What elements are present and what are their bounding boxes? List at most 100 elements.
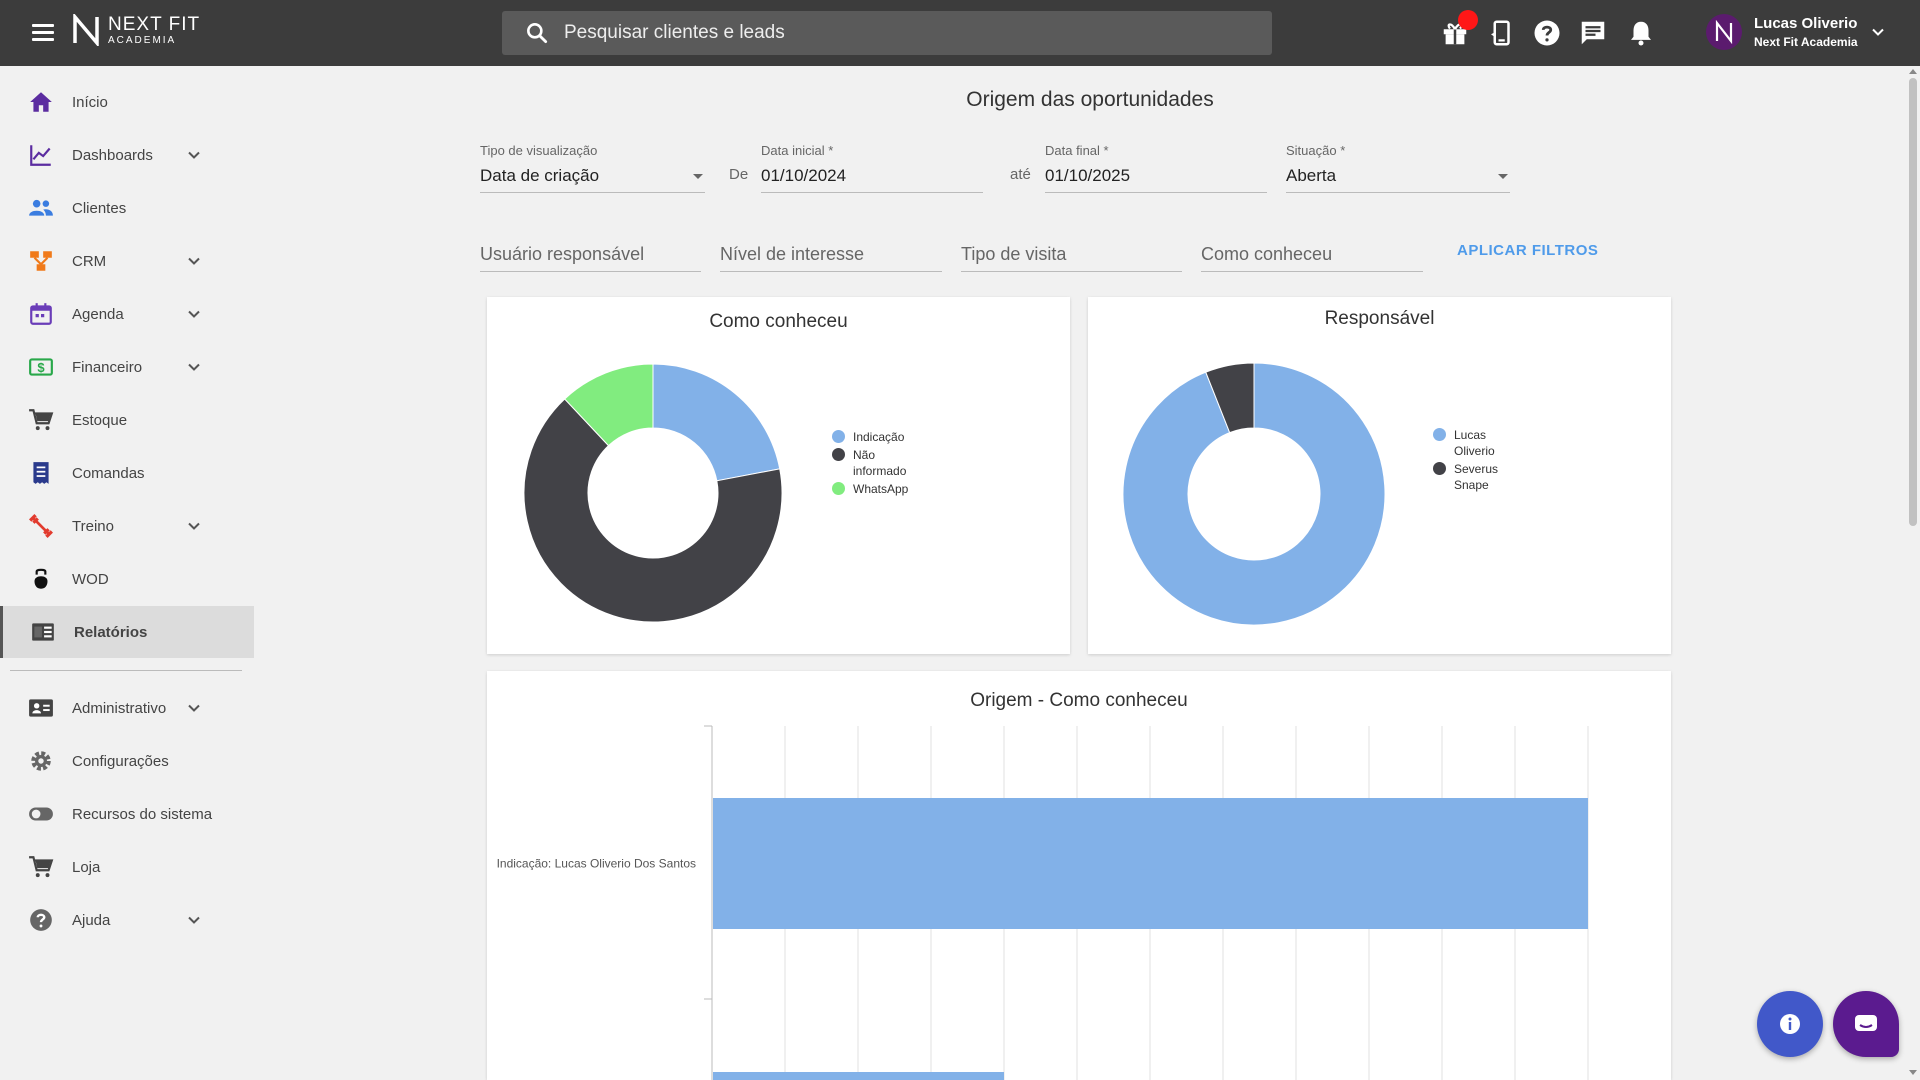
sidebar-item-estoque[interactable]: Estoque <box>0 394 254 446</box>
sidebar-item-configuracoes[interactable]: Configurações <box>0 735 254 787</box>
user-subtitle: Next Fit Academia <box>1754 35 1858 49</box>
scroll-down-arrow-icon[interactable] <box>1909 1070 1917 1075</box>
sidebar-item-loja[interactable]: Loja <box>0 841 254 893</box>
sidebar-item-clientes[interactable]: Clientes <box>0 182 254 234</box>
chevron-down-icon <box>188 916 200 924</box>
user-menu[interactable]: Lucas Oliverio Next Fit Academia <box>1706 14 1886 50</box>
ate-label: até <box>1010 166 1031 183</box>
notification-dot <box>1458 10 1478 30</box>
field-value: Data de criação <box>480 166 600 185</box>
logo[interactable]: NEXT FIT ACADEMIA <box>72 14 200 46</box>
donut-slice-severus-snape[interactable] <box>1205 362 1255 434</box>
chevron-down-icon <box>188 363 200 371</box>
chevron-down-icon <box>188 704 200 712</box>
info-fab-button[interactable] <box>1757 991 1823 1057</box>
tipo-visualizacao-select[interactable]: Tipo de visualização Data de criação <box>480 143 705 193</box>
sidebar-item-treino[interactable]: Treino <box>0 500 254 552</box>
legend-label: Indicação <box>853 430 905 444</box>
menu-icon[interactable] <box>28 20 58 46</box>
bar[interactable] <box>713 1072 1004 1080</box>
search-input[interactable] <box>564 22 1224 44</box>
chart-title: Como conheceu <box>709 311 848 332</box>
field-label: Situação * <box>1286 143 1346 158</box>
crm-icon <box>30 251 52 271</box>
sidebar-item-label: Ajuda <box>72 911 111 929</box>
sidebar-item-administrativo[interactable]: Administrativo <box>0 682 254 734</box>
chart-title: Responsável <box>1324 308 1435 329</box>
sidebar-item-agenda[interactable]: Agenda <box>0 288 254 340</box>
chart-legend: Lucas Oliverio Severus Snape <box>1433 427 1518 495</box>
sidebar-item-label: Comandas <box>72 464 145 482</box>
donut-slice-indicação[interactable] <box>652 363 781 482</box>
legend-dot <box>832 482 845 495</box>
legend-item[interactable]: WhatsApp <box>832 481 917 497</box>
sidebar-item-label: Recursos do sistema <box>72 805 213 823</box>
legend-dot <box>1433 462 1446 475</box>
apply-filters-button[interactable]: APLICAR FILTROS <box>1457 242 1599 259</box>
data-final-field[interactable]: Data final * 01/10/2025 <box>1045 143 1267 193</box>
sidebar-item-label: Loja <box>72 858 101 876</box>
dumbbell-icon <box>29 514 53 538</box>
sidebar-item-dashboards[interactable]: Dashboards <box>0 129 254 181</box>
next-fit-logo-icon <box>73 14 99 46</box>
field-value: 01/10/2024 <box>761 166 847 185</box>
id-card-icon <box>29 699 53 717</box>
legend-item[interactable]: Indicação <box>832 429 917 445</box>
chevron-down-icon <box>1871 28 1884 36</box>
donut-slice-whatsapp[interactable] <box>563 363 654 447</box>
bell-icon[interactable] <box>1626 18 1656 48</box>
donut-slice-lucas-oliverio[interactable] <box>1122 362 1386 626</box>
help-icon[interactable] <box>1532 18 1562 48</box>
search-bar[interactable] <box>502 11 1272 55</box>
phone-icon[interactable] <box>1486 18 1516 48</box>
bar[interactable] <box>713 798 1588 929</box>
nivel-interesse-select[interactable]: Nível de interesse <box>720 244 942 272</box>
page-scrollbar[interactable] <box>1906 66 1920 1080</box>
chat-fab-button[interactable] <box>1833 991 1899 1057</box>
data-inicial-field[interactable]: Data inicial * 01/10/2024 <box>761 143 983 193</box>
sidebar-item-label: Relatórios <box>74 623 148 641</box>
sidebar-item-label: Financeiro <box>72 358 143 376</box>
donut-chart-responsavel <box>1122 362 1386 626</box>
logo-text-line2: ACADEMIA <box>108 34 177 46</box>
sidebar-item-ajuda[interactable]: Ajuda <box>0 894 254 946</box>
sidebar-item-wod[interactable]: WOD <box>0 553 254 605</box>
toggle-icon <box>29 807 53 821</box>
legend-label: WhatsApp <box>853 482 909 496</box>
sidebar-divider <box>10 670 242 671</box>
tipo-visita-select[interactable]: Tipo de visita <box>961 244 1182 272</box>
next-fit-avatar-icon <box>1715 20 1733 44</box>
legend-item[interactable]: Lucas Oliverio <box>1433 427 1518 459</box>
sidebar-item-comandas[interactable]: Comandas <box>0 447 254 499</box>
donut-slice-não-informado[interactable] <box>523 398 783 623</box>
dropdown-arrow-icon <box>1498 174 1508 179</box>
svg-text:$: $ <box>37 360 45 375</box>
home-icon <box>30 92 52 112</box>
field-label: Data inicial * <box>761 143 834 158</box>
legend-label: Lucas Oliverio <box>1454 428 1495 458</box>
sidebar-item-financeiro[interactable]: $ Financeiro <box>0 341 254 393</box>
cart-icon <box>29 856 54 878</box>
sidebar-item-label: Administrativo <box>72 699 167 717</box>
user-name: Lucas Oliverio <box>1754 15 1858 32</box>
sidebar-item-label: Treino <box>72 517 114 535</box>
scroll-thumb[interactable] <box>1909 78 1917 526</box>
legend-item[interactable]: Severus Snape <box>1433 461 1518 493</box>
top-bar: NEXT FIT ACADEMIA <box>0 0 1920 66</box>
avatar <box>1706 14 1742 50</box>
chevron-down-icon <box>188 310 200 318</box>
sidebar-item-label: Clientes <box>72 199 127 217</box>
scroll-up-arrow-icon[interactable] <box>1909 69 1917 74</box>
usuario-responsavel-select[interactable]: Usuário responsável <box>480 244 701 272</box>
de-label: De <box>729 166 749 183</box>
como-conheceu-select[interactable]: Como conheceu <box>1201 244 1423 272</box>
legend-item[interactable]: Não informado <box>832 447 917 479</box>
situacao-select[interactable]: Situação * Aberta <box>1286 143 1510 193</box>
sidebar-item-recursos[interactable]: Recursos do sistema <box>0 788 254 840</box>
sidebar-item-label: Estoque <box>72 411 128 429</box>
chat-icon[interactable] <box>1578 18 1608 48</box>
sidebar-item-inicio[interactable]: Início <box>0 76 254 128</box>
sidebar-item-relatorios[interactable]: Relatórios <box>0 606 254 658</box>
sidebar-item-crm[interactable]: CRM <box>0 235 254 287</box>
chevron-down-icon <box>188 257 200 265</box>
